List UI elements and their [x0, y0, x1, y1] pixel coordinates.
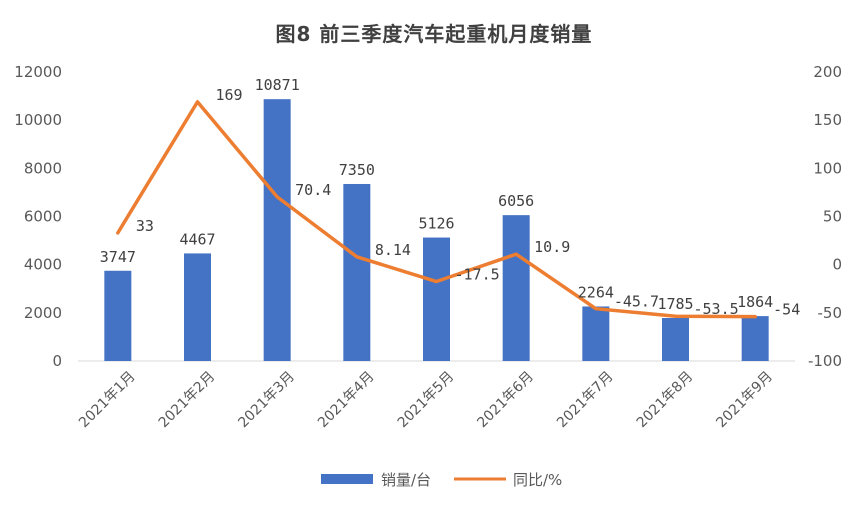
- bar: [582, 306, 610, 361]
- left-axis-tick-label: 12000: [14, 63, 62, 81]
- bar-data-label: 6056: [498, 192, 534, 210]
- line-layer: [116, 100, 757, 319]
- category-label: 2021年1月: [76, 369, 139, 432]
- bar: [662, 318, 689, 361]
- right-axis-tick-label: 50: [823, 208, 842, 226]
- bar-data-label: 5126: [418, 215, 454, 233]
- bar: [104, 270, 132, 361]
- line-data-label: 10.9: [534, 238, 570, 256]
- line-data-label: -53.5: [694, 300, 739, 318]
- line-data-label: -54: [773, 301, 800, 319]
- left-axis-tick-label: 0: [52, 352, 62, 370]
- right-axis-tick-label: 200: [813, 63, 842, 81]
- category-label: 2021年4月: [315, 369, 378, 432]
- right-axis-tick-label: -50: [818, 304, 843, 322]
- right-axis-tick-label: 150: [813, 111, 842, 129]
- bar: [263, 99, 291, 361]
- category-label: 2021年3月: [235, 369, 298, 432]
- category-label: 2021年5月: [395, 369, 458, 432]
- left-axis-tick-label: 6000: [24, 208, 62, 226]
- bar-data-label: 1864: [737, 293, 773, 311]
- left-axis-tick-label: 4000: [24, 256, 62, 274]
- legend-line-label: 同比/%: [513, 471, 562, 489]
- line-data-label: 8.14: [375, 241, 411, 259]
- category-label: 2021年7月: [554, 369, 617, 432]
- left-axis-tick-label: 8000: [24, 159, 62, 177]
- bar-data-label: 3747: [100, 248, 136, 266]
- category-label: 2021年6月: [474, 369, 537, 432]
- category-label: 2021年9月: [713, 369, 776, 432]
- bar-data-label: 7350: [339, 161, 375, 179]
- right-axis-tick-label: 0: [832, 256, 842, 274]
- left-axis-tick-label: 2000: [24, 304, 62, 322]
- legend-bar-swatch: [321, 474, 373, 484]
- chart-title: 图8 前三季度汽车起重机月度销量: [275, 22, 593, 46]
- category-label: 2021年2月: [156, 369, 219, 432]
- bar: [423, 237, 450, 361]
- line-data-label: 70.4: [295, 181, 331, 199]
- category-label: 2021年8月: [634, 369, 697, 432]
- line-data-label: -45.7: [614, 293, 659, 311]
- labels-layer: 3747 4467 10871 7350 5126 6056 2264 1785 1864 33 1…: [100, 76, 800, 318]
- bar: [741, 316, 769, 361]
- line-data-label: -17.5: [455, 266, 500, 284]
- bar-data-label: 10871: [255, 76, 300, 94]
- yoy-line: [116, 100, 757, 319]
- bar-data-label: 2264: [578, 283, 614, 301]
- bar: [184, 253, 211, 361]
- bar: [502, 215, 530, 361]
- bars-layer: [104, 99, 769, 361]
- legend-bar-label: 销量/台: [381, 471, 431, 489]
- bar-data-label: 4467: [179, 230, 215, 248]
- bar: [343, 183, 371, 361]
- right-axis-tick-label: 100: [813, 159, 842, 177]
- bar-data-label: 1785: [657, 295, 693, 313]
- line-data-label: 169: [216, 86, 243, 104]
- right-axis-tick-label: -100: [808, 352, 842, 370]
- left-axis-tick-label: 10000: [14, 111, 62, 129]
- legend: 销量/台 同比/%: [321, 471, 562, 489]
- line-data-label: 33: [136, 217, 154, 235]
